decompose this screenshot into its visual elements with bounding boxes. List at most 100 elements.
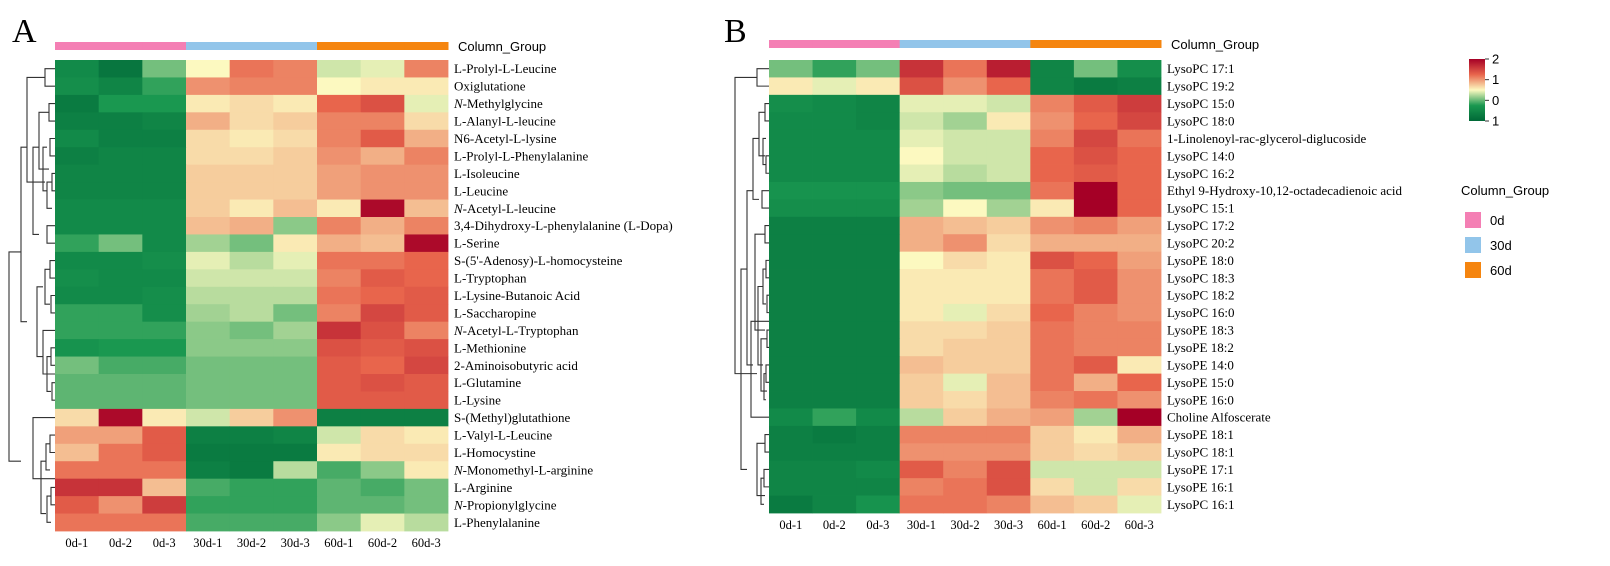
dendrogram-branch <box>50 486 55 506</box>
heatmap-cell <box>229 339 274 357</box>
heatmap-cell <box>856 251 901 270</box>
heatmap-cell <box>986 199 1031 218</box>
heatmap-cell <box>142 321 187 340</box>
heatmap-cell <box>1117 269 1162 287</box>
heatmap-cell <box>273 129 318 148</box>
heatmap-cell <box>769 321 813 340</box>
heatmap-cell <box>186 217 231 235</box>
heatmap-cell <box>317 199 362 218</box>
heatmap-cell <box>98 217 143 235</box>
heatmap-cell <box>943 77 988 96</box>
heatmap-cell <box>273 286 318 305</box>
row-label: LysoPC 18:2 <box>1167 288 1235 303</box>
heatmap-cell <box>1030 321 1075 340</box>
heatmap-cell <box>812 94 857 113</box>
legend-item-label: 30d <box>1490 238 1512 253</box>
heatmap-cell <box>1030 303 1075 322</box>
heatmap-cell <box>142 77 187 96</box>
heatmap-cell <box>273 356 318 375</box>
heatmap-cell <box>404 199 449 218</box>
heatmap-cell <box>812 286 857 305</box>
heatmap-cell <box>812 164 857 183</box>
heatmap-cell <box>899 164 944 183</box>
heatmap-cell <box>1030 373 1075 392</box>
heatmap-cell <box>986 321 1031 340</box>
column-group-bar-30d <box>186 42 231 50</box>
column-label: 0d-3 <box>866 518 889 532</box>
row-label: LysoPE 18:0 <box>1167 253 1234 268</box>
heatmap-cell <box>229 286 274 305</box>
column-label: 0d-2 <box>823 518 846 532</box>
heatmap-cell <box>317 129 362 148</box>
heatmap-cell <box>55 112 100 131</box>
row-label: LysoPC 18:0 <box>1167 113 1235 128</box>
row-label: L-Prolyl-L-Phenylalanine <box>454 148 589 163</box>
row-label: L-Saccharopine <box>454 305 537 320</box>
row-label: L-Serine <box>454 236 500 251</box>
heatmap-cell <box>273 461 318 480</box>
row-label: L-Valyl-L-Leucine <box>454 428 552 443</box>
heatmap-cell <box>317 391 362 410</box>
heatmap-cell <box>142 147 187 166</box>
heatmap-cell <box>404 496 449 514</box>
row-label: LysoPC 16:1 <box>1167 497 1235 512</box>
heatmap-cell <box>273 391 318 410</box>
heatmap-cell <box>186 426 231 445</box>
scale-tick-label: 2 <box>1492 52 1499 67</box>
heatmap-cell <box>317 443 362 462</box>
heatmap-cell <box>856 60 901 78</box>
row-label: L-Phenylalanine <box>454 515 540 530</box>
heatmap-cell <box>856 269 901 287</box>
heatmap-cell <box>360 356 405 375</box>
heatmap-cell <box>55 339 100 357</box>
heatmap-cell <box>812 408 857 427</box>
heatmap-cell <box>229 461 274 480</box>
heatmap-cell <box>856 495 901 514</box>
heatmap-cell <box>229 478 274 497</box>
heatmap-cell <box>55 129 100 148</box>
heatmap-cell <box>360 513 405 532</box>
heatmap-cell <box>360 304 405 323</box>
heatmap-cell <box>273 478 318 497</box>
dendrogram-branch <box>754 233 765 331</box>
heatmap-cell <box>404 269 449 288</box>
column-group-bar-60d <box>1073 40 1118 48</box>
heatmap-cell <box>273 147 318 166</box>
heatmap-cell <box>1073 338 1118 357</box>
heatmap-cell <box>98 374 143 392</box>
heatmap-cell <box>899 495 944 514</box>
row-label: N-Propionylglycine <box>453 497 557 512</box>
row-label: S-(Methyl)glutathione <box>454 410 570 425</box>
dendrogram-branch <box>752 137 759 200</box>
heatmap-cell <box>229 147 274 166</box>
row-dendrogram <box>8 68 55 523</box>
heatmap-cell <box>273 234 318 253</box>
heatmap-cell <box>769 391 813 409</box>
heatmap-cell <box>1030 408 1075 427</box>
heatmap-cell <box>986 338 1031 357</box>
heatmap-cell <box>899 303 944 322</box>
heatmap-cell <box>273 199 318 218</box>
column-label: 0d-1 <box>65 536 88 550</box>
heatmap-cell <box>360 321 405 340</box>
heatmap-cell <box>186 356 231 375</box>
heatmap-cell <box>943 181 988 200</box>
heatmap-cell <box>55 513 100 532</box>
heatmap-cell <box>943 94 988 113</box>
heatmap-cell <box>1117 199 1162 218</box>
dendrogram-branch <box>48 103 55 122</box>
heatmap-cell <box>812 425 857 444</box>
column-group-bar-60d <box>1030 40 1075 48</box>
heatmap-cell <box>899 94 944 113</box>
heatmap-cell <box>1073 321 1118 340</box>
heatmap-cell <box>404 286 449 305</box>
heatmap-cell <box>273 217 318 235</box>
heatmap-cell <box>812 199 857 218</box>
dendrogram-branch <box>765 155 769 174</box>
heatmap-cell <box>273 513 318 532</box>
heatmap-cell <box>986 147 1031 165</box>
heatmap-cell <box>769 60 813 78</box>
heatmap-cell <box>360 426 405 445</box>
heatmap-cell <box>142 60 187 78</box>
heatmap-cell <box>360 217 405 235</box>
